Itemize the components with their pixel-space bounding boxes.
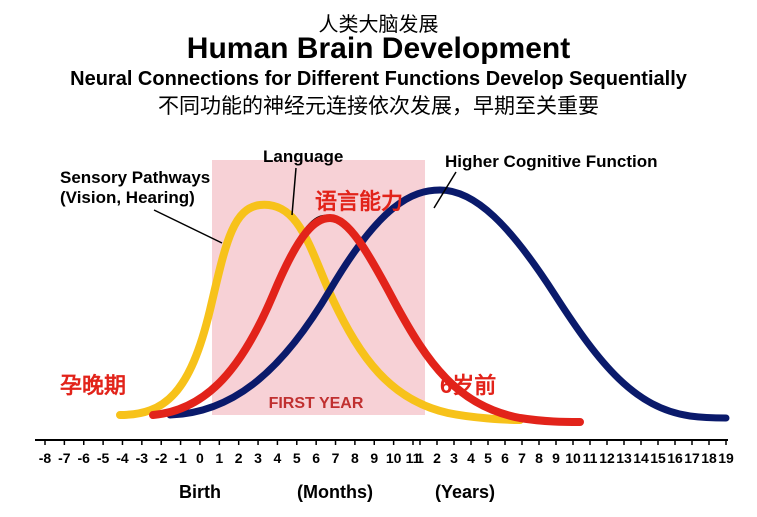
tick-month: 8 <box>351 450 359 466</box>
tick-month: -1 <box>174 450 186 466</box>
axis-label-months: (Months) <box>297 482 373 503</box>
tick-month: 9 <box>370 450 378 466</box>
tick-year: 8 <box>535 450 543 466</box>
chart-area <box>0 0 757 517</box>
tick-month: 0 <box>196 450 204 466</box>
tick-month: -4 <box>116 450 128 466</box>
tick-year: 4 <box>467 450 475 466</box>
tick-year: 13 <box>616 450 632 466</box>
series-label-sensory: Sensory Pathways(Vision, Hearing) <box>60 168 210 207</box>
chart-svg <box>0 0 757 517</box>
tick-month: -3 <box>136 450 148 466</box>
tick-month: 2 <box>235 450 243 466</box>
tick-year: 18 <box>701 450 717 466</box>
tick-month: 1 <box>215 450 223 466</box>
tick-year: 5 <box>484 450 492 466</box>
tick-year: 12 <box>599 450 615 466</box>
tick-year: 16 <box>667 450 683 466</box>
tick-month: 5 <box>293 450 301 466</box>
tick-year: 9 <box>552 450 560 466</box>
anno-sixyears-cn: 6岁前 <box>440 368 496 400</box>
tick-year: 6 <box>501 450 509 466</box>
tick-year: 10 <box>565 450 581 466</box>
tick-month: 6 <box>312 450 320 466</box>
tick-month: -7 <box>58 450 70 466</box>
tick-month: 10 <box>386 450 402 466</box>
tick-year: 11 <box>583 450 598 466</box>
tick-month: -5 <box>97 450 109 466</box>
tick-month: 4 <box>274 450 282 466</box>
tick-month: -8 <box>39 450 51 466</box>
tick-year: 3 <box>450 450 458 466</box>
series-label-language: Language <box>263 147 343 167</box>
tick-month: 7 <box>332 450 340 466</box>
anno-language-cn: 语言能力 <box>315 184 403 216</box>
axis-label-years: (Years) <box>435 482 495 503</box>
tick-year: 14 <box>633 450 649 466</box>
series-label-higher_cognitive: Higher Cognitive Function <box>445 152 658 172</box>
tick-year: 15 <box>650 450 666 466</box>
tick-year: 1 <box>416 450 424 466</box>
first-year-label: FIRST YEAR <box>269 395 364 413</box>
tick-year: 17 <box>684 450 700 466</box>
tick-month: -2 <box>155 450 167 466</box>
tick-month: -6 <box>78 450 90 466</box>
anno-pregnancy-cn: 孕晚期 <box>60 368 126 400</box>
tick-month: 3 <box>254 450 262 466</box>
axis-label-birth: Birth <box>179 482 221 503</box>
tick-year: 19 <box>718 450 734 466</box>
tick-year: 7 <box>518 450 526 466</box>
tick-year: 2 <box>433 450 441 466</box>
